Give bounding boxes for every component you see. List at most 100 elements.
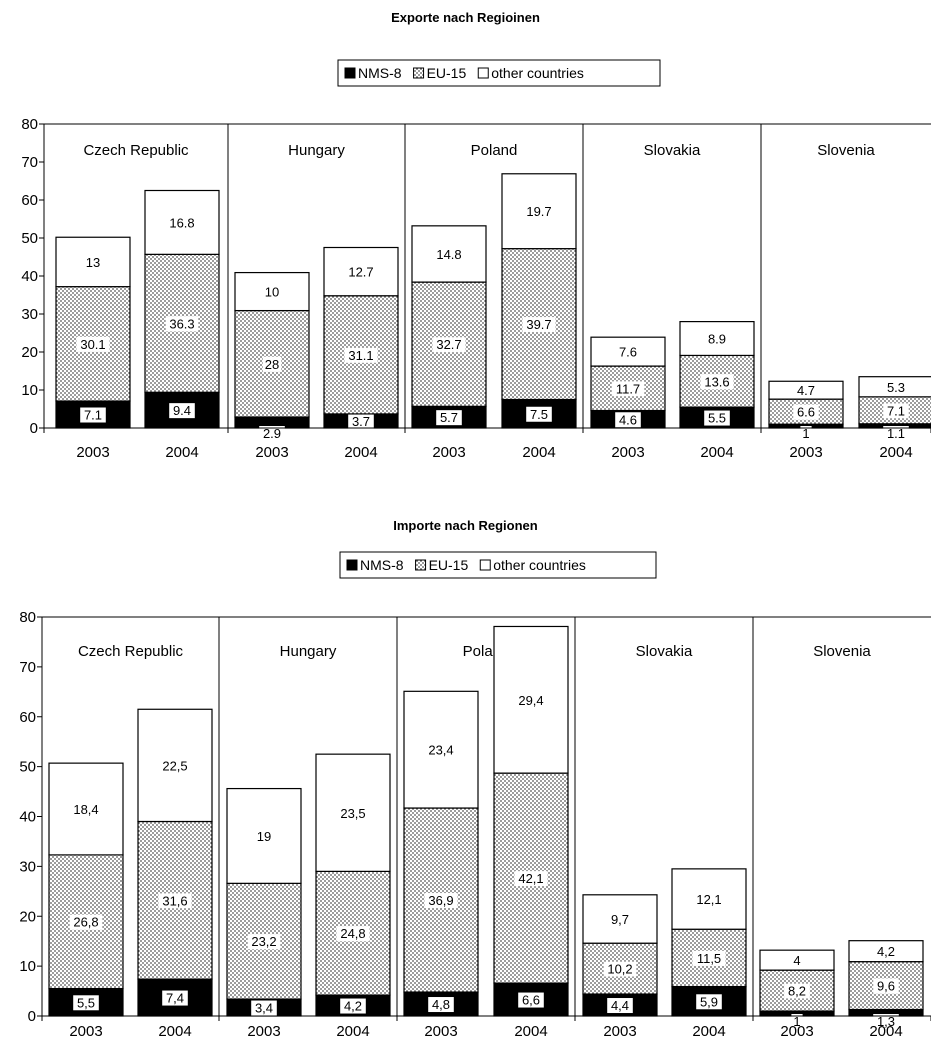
data-label: 3.7 [352,414,370,429]
data-label-bg [158,758,192,774]
x-category-label: 2004 [522,444,555,461]
data-label-bg [514,692,548,708]
legend-label-2: EU-15 [427,65,467,81]
data-label-bg [169,403,195,419]
x-category-label: 2004 [165,444,198,461]
data-label: 8.9 [708,332,726,347]
data-label: 29,4 [518,693,543,708]
data-label: 16.8 [169,215,194,230]
data-label: 32.7 [436,337,461,352]
legend-box [339,551,657,579]
data-label-bg [883,403,909,419]
x-category-label: 2003 [76,444,109,461]
data-label-bg [336,926,370,942]
data-label: 1.1 [887,426,905,441]
y-tick-label: 20 [19,908,36,925]
chart-title: Exporte nach Regioinen [391,10,540,25]
data-label-bg [344,347,378,363]
data-label: 4 [793,953,800,968]
exports-chart: Exporte nach Regioinen NMS-8 EU-15 other co… [21,10,931,461]
data-label-bg [873,978,899,994]
country-label: Czech Republic [78,643,184,660]
y-axis: 0 10 20 30 40 50 60 70 80 [19,609,43,1025]
legend-label-1: NMS-8 [358,65,402,81]
x-category-label: 2003 [69,1023,102,1040]
data-label-bg [247,934,281,950]
data-label: 23,5 [340,806,365,821]
y-tick-label: 50 [21,230,38,247]
data-label-bg [692,892,726,908]
data-label-bg [791,1014,803,1029]
y-tick-label: 30 [19,858,36,875]
data-label: 11.7 [616,381,640,396]
data-label: 5.7 [440,410,458,425]
x-category-label: 2004 [700,444,733,461]
data-label-bg [611,381,645,397]
data-label-bg [251,1000,277,1016]
data-label: 10,2 [607,962,632,977]
data-label: 5.5 [708,411,726,426]
data-label-bg [436,410,462,426]
legend-label-3: other countries [491,65,584,81]
data-label-bg [883,379,909,395]
data-label: 7.6 [619,345,637,360]
data-label: 14.8 [436,247,461,262]
x-category-label: 2003 [424,1023,457,1040]
data-label-bg [344,264,378,280]
country-label: Slovenia [817,142,875,159]
y-tick-label: 50 [19,759,36,776]
data-label: 6.6 [797,405,815,420]
data-label-bg [348,413,374,429]
y-axis: 0 10 20 30 40 50 60 70 80 [21,116,45,437]
legend-label-3: other countries [493,557,586,573]
country-label: Slovenia [813,643,871,660]
data-label-bg [793,404,819,420]
data-label: 4,2 [344,999,362,1014]
data-label-bg [514,871,548,887]
data-label: 9,6 [877,979,895,994]
data-label: 4.6 [619,412,637,427]
data-label: 1 [793,1014,800,1029]
data-label: 9,7 [611,912,629,927]
y-tick-label: 80 [21,116,38,133]
x-category-label: 2003 [255,444,288,461]
legend-box [337,59,661,87]
legend-swatch-3 [477,67,489,79]
data-label: 18,4 [73,802,98,817]
data-label-bg [424,893,458,909]
data-label: 4,8 [432,997,450,1012]
data-label: 1 [802,426,809,441]
data-label: 42,1 [518,871,543,886]
data-label-bg [162,990,188,1006]
data-label: 24,8 [340,926,365,941]
data-label-bg [165,215,199,231]
data-label-bg [607,998,633,1014]
y-tick-label: 30 [21,306,38,323]
legend-label-2: EU-15 [429,557,469,573]
country-label: Czech Republic [83,142,189,159]
y-tick-label: 60 [21,192,38,209]
data-label-bg [262,356,282,372]
legend-swatch-2 [413,67,425,79]
country-label: Slovakia [644,142,701,159]
y-tick-label: 20 [21,344,38,361]
data-label: 7.1 [887,403,905,418]
y-tick-label: 80 [19,609,36,626]
data-label-bg [69,802,103,818]
x-category-label: 2004 [879,444,912,461]
data-label: 26,8 [73,915,98,930]
data-label-bg [518,992,544,1008]
data-label-bg [607,911,633,927]
y-tick-label: 70 [19,659,36,676]
data-label: 7.1 [84,408,102,423]
data-label: 12.7 [348,265,373,280]
data-label-bg [76,336,110,352]
data-label-bg [336,805,370,821]
legend: NMS-8 EU-15 other countries [337,59,661,87]
data-label: 31.1 [348,348,373,363]
data-label: 11,5 [697,951,721,966]
data-label-bg [158,893,192,909]
y-tick-label: 70 [21,154,38,171]
bar-segment [590,336,666,367]
y-tick-label: 0 [30,420,38,437]
